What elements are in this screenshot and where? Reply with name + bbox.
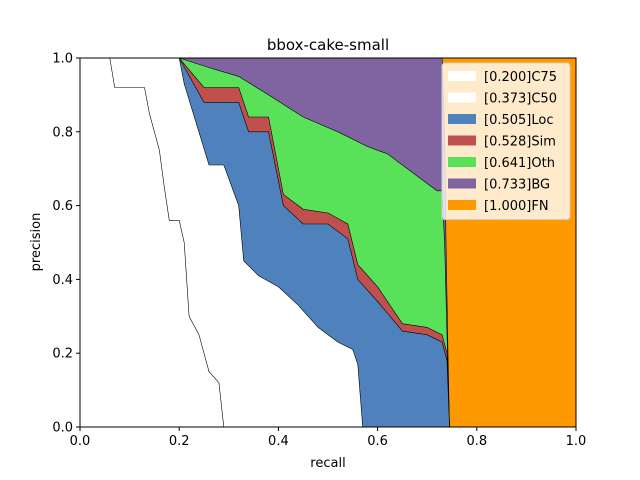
legend-label-0-641-oth: [0.641]Oth (484, 156, 555, 171)
legend-label-0-200-c75: [0.200]C75 (484, 70, 557, 85)
y-tick-label: 0.0 (52, 421, 73, 436)
x-tick-label: 0.4 (268, 434, 289, 449)
legend-label-1-000-fn: [1.000]FN (484, 199, 549, 214)
y-tick-label: 1.0 (52, 52, 73, 67)
legend-label-0-373-c50: [0.373]C50 (484, 92, 557, 107)
legend: [0.200]C75 [0.373]C50 [0.505]Loc [0.528]Sim… (441, 62, 571, 220)
x-axis-ticks: 0.0 0.2 0.4 0.6 0.8 1.0 (70, 427, 587, 449)
x-tick-label: 0.2 (169, 434, 190, 449)
legend-label-0-733-bg: [0.733]BG (484, 178, 550, 193)
x-tick-label: 0.8 (466, 434, 487, 449)
y-axis-ticks: 0.0 0.2 0.4 0.6 0.8 1.0 (52, 52, 80, 436)
x-axis-label: recall (310, 456, 345, 471)
axes-frame (79, 57, 577, 428)
y-tick-label: 0.4 (52, 273, 73, 288)
y-tick-label: 0.6 (52, 199, 73, 214)
legend-label-0-505-loc: [0.505]Loc (484, 113, 553, 128)
legend-label-0-528-sim: [0.528]Sim (484, 135, 556, 150)
y-axis-label: precision (29, 213, 44, 272)
legend-swatch-0-200-c75 (448, 71, 476, 81)
legend-swatch-0-733-bg (448, 178, 476, 189)
legend-swatch-0-505-loc (448, 114, 476, 124)
x-tick-label: 0.6 (367, 434, 388, 449)
legend-swatch-0-641-oth (448, 157, 476, 167)
y-tick-label: 0.8 (52, 125, 73, 140)
stacked-areas (79, 57, 577, 428)
y-tick-label: 0.2 (52, 347, 73, 362)
legend-swatch-1-000-fn (448, 200, 476, 210)
legend-swatch-0-528-sim (448, 135, 476, 146)
chart-title: bbox-cake-small (267, 36, 389, 54)
x-tick-label: 0.0 (70, 434, 91, 449)
legend-swatch-0-373-c50 (448, 92, 476, 103)
area-0-200-c75 (79, 57, 225, 428)
x-tick-label: 1.0 (566, 434, 587, 449)
